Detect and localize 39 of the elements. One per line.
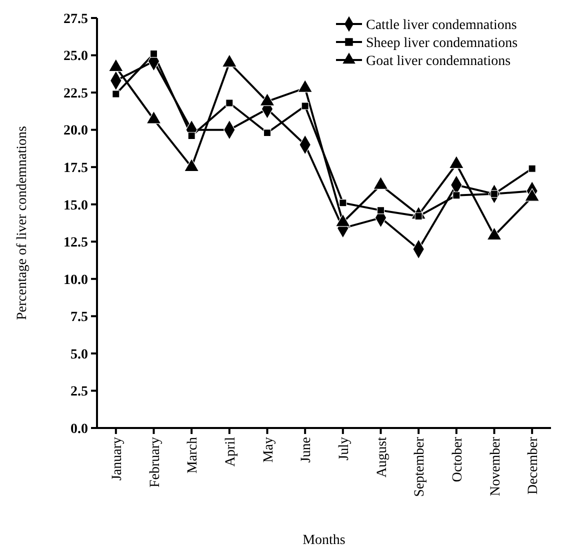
x-tick-label: June xyxy=(299,437,314,463)
x-tick-label: April xyxy=(223,436,238,467)
x-tick-label: September xyxy=(412,436,428,497)
legend-label: Goat liver condemnations xyxy=(366,54,511,69)
x-tick-label: January xyxy=(110,437,125,481)
point xyxy=(112,90,120,98)
point xyxy=(528,164,536,172)
y-tick-label: 12.5 xyxy=(64,236,88,251)
x-axis-title: Months xyxy=(302,533,346,548)
y-tick-label: 2.5 xyxy=(70,384,88,400)
y-tick-label: 10.0 xyxy=(64,272,88,288)
y-tick-label: 5.0 xyxy=(70,347,88,362)
x-tick-label: July xyxy=(336,437,352,460)
x-tick-label: May xyxy=(261,437,276,463)
point xyxy=(339,199,347,207)
point xyxy=(188,132,196,140)
y-tick-label: 27.5 xyxy=(64,12,88,27)
y-axis-title: Percentage of liver condemnations xyxy=(15,126,30,320)
y-tick-label: 17.5 xyxy=(64,160,88,176)
x-tick-label: October xyxy=(450,436,466,482)
x-tick-label: November xyxy=(488,436,504,496)
x-tick-label: March xyxy=(186,437,201,474)
point xyxy=(263,128,272,137)
legend-label: Cattle liver condemnations xyxy=(366,18,517,33)
y-tick-label: 0.0 xyxy=(70,422,88,437)
y-tick-label: 7.5 xyxy=(70,310,88,326)
legend-label: Sheep liver condemnations xyxy=(366,36,518,51)
y-tick-label: 20.0 xyxy=(64,124,88,139)
point xyxy=(150,50,158,58)
point xyxy=(452,192,460,200)
x-tick-label: August xyxy=(374,436,390,478)
point xyxy=(376,206,385,214)
point xyxy=(301,102,309,110)
y-tick-label: 25.0 xyxy=(64,49,88,64)
y-tick-label: 22.5 xyxy=(64,86,88,102)
x-tick-label: December xyxy=(526,436,542,495)
point xyxy=(226,99,234,107)
x-tick-label: February xyxy=(148,437,163,488)
y-tick-label: 15.0 xyxy=(64,198,88,214)
